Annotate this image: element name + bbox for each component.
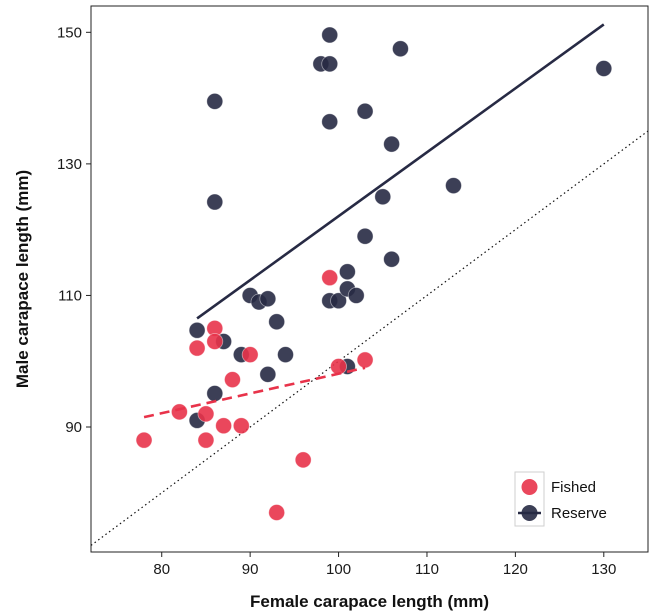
- point-reserve: [321, 26, 339, 44]
- x-tick-label: 100: [326, 561, 351, 578]
- point-fished: [135, 431, 153, 449]
- y-axis-title: Male carapace length (mm): [13, 170, 32, 388]
- x-tick-label: 90: [242, 561, 259, 578]
- point-fished: [197, 405, 215, 423]
- x-tick-label: 80: [153, 561, 170, 578]
- legend-swatch-reserve: [521, 505, 538, 521]
- plot-frame: [90, 5, 649, 553]
- point-reserve: [321, 55, 339, 73]
- point-fished: [268, 504, 286, 521]
- x-tick-label: 110: [415, 561, 439, 578]
- point-reserve: [277, 346, 294, 364]
- point-reserve: [330, 292, 347, 310]
- point-reserve: [595, 60, 613, 77]
- point-reserve: [356, 102, 374, 120]
- point-fished: [356, 351, 374, 369]
- y-tick-label: 150: [57, 24, 82, 41]
- point-reserve: [445, 177, 462, 194]
- x-tick-label: 120: [503, 561, 528, 578]
- legend-label-reserve: Reserve: [551, 505, 607, 522]
- point-reserve: [206, 193, 224, 211]
- point-reserve: [356, 227, 374, 245]
- y-tick-label: 130: [57, 156, 82, 173]
- point-fished: [232, 417, 250, 435]
- point-fished: [241, 346, 259, 364]
- point-reserve: [338, 263, 356, 281]
- point-fished: [330, 358, 347, 375]
- fit-line-fished: [143, 366, 366, 419]
- point-fished: [321, 269, 339, 287]
- point-fished: [215, 417, 233, 435]
- point-reserve: [268, 313, 286, 331]
- fit-line-reserve: [196, 23, 605, 320]
- point-reserve: [188, 321, 206, 339]
- point-reserve: [206, 385, 224, 402]
- point-fished: [197, 431, 215, 449]
- x-axis-title: Female carapace length (mm): [250, 592, 489, 611]
- point-fished: [171, 403, 188, 421]
- point-fished: [224, 371, 241, 389]
- point-reserve: [383, 250, 401, 268]
- point-reserve: [392, 40, 409, 58]
- point-reserve: [259, 365, 277, 383]
- point-fished: [206, 333, 224, 350]
- x-tick-label: 130: [591, 561, 616, 578]
- point-fished: [294, 451, 312, 469]
- plot-area: [91, 23, 648, 546]
- point-reserve: [383, 135, 401, 153]
- legend-swatch-fished: [521, 479, 538, 495]
- point-reserve: [374, 188, 392, 206]
- legend-label-fished: Fished: [551, 479, 596, 496]
- reference-line: [91, 130, 648, 546]
- point-fished: [188, 339, 206, 357]
- legend: Fished Reserve: [514, 471, 607, 527]
- y-tick-label: 110: [58, 287, 82, 304]
- point-reserve: [347, 287, 365, 304]
- point-reserve: [206, 92, 224, 110]
- y-tick-label: 90: [65, 419, 82, 436]
- point-reserve: [259, 290, 277, 308]
- point-reserve: [321, 113, 339, 131]
